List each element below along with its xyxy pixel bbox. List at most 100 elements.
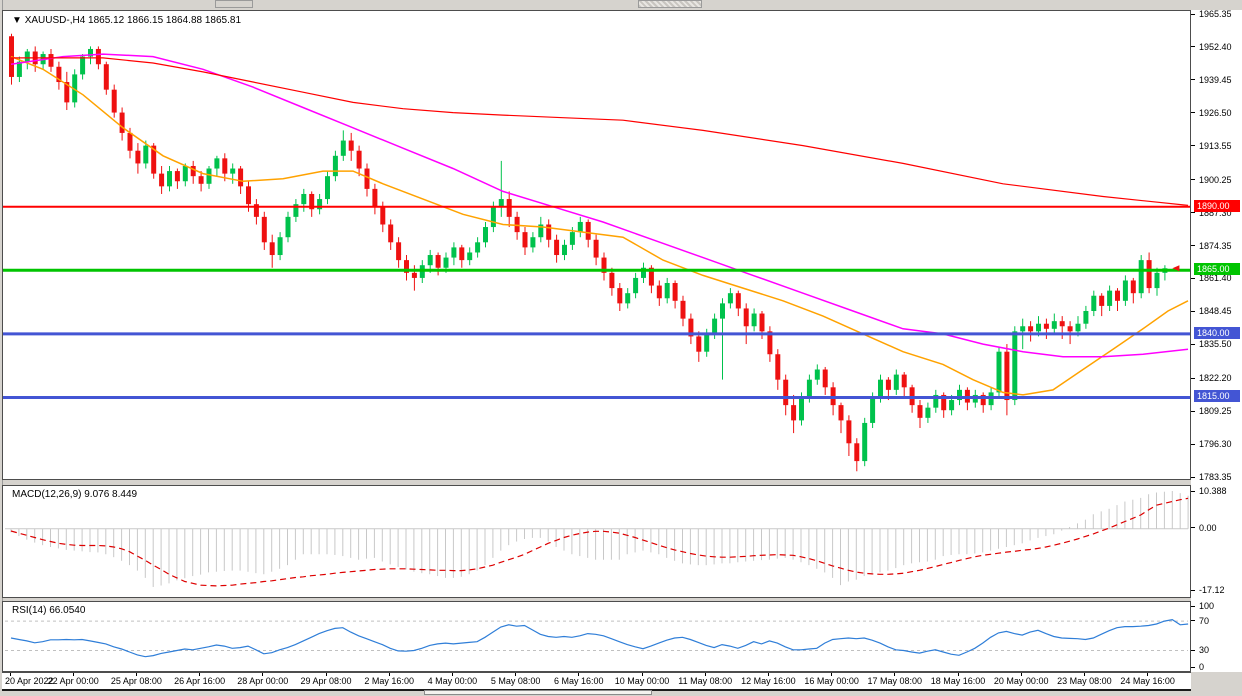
candle-bull bbox=[720, 303, 725, 319]
candle-bear bbox=[119, 112, 125, 133]
candle-bull bbox=[996, 351, 1002, 393]
time-axis[interactable]: 20 Apr 2022 22 Apr 00:00 25 Apr 08:00 26 Ap… bbox=[2, 672, 1191, 690]
ma-line-orange bbox=[10, 55, 1189, 396]
level-price-badge: 1840.00 bbox=[1194, 326, 1240, 339]
toolbar-fragment bbox=[215, 0, 253, 8]
time-axis-label: 11 May 08:00 bbox=[678, 676, 733, 686]
candle-bear bbox=[435, 255, 441, 268]
candle-bear bbox=[696, 336, 702, 352]
candle-bear bbox=[356, 150, 362, 169]
price-axis-label: 1796.30 bbox=[1199, 439, 1232, 450]
candle-bull bbox=[167, 171, 172, 187]
horizontal-scrollbar[interactable] bbox=[0, 689, 1242, 696]
toolbar-strip bbox=[0, 0, 1242, 10]
candle-bear bbox=[759, 313, 765, 332]
ohlc-high: 1866.15 bbox=[126, 15, 164, 26]
candle-bear bbox=[743, 308, 749, 327]
time-tick bbox=[199, 673, 200, 676]
macd-axis-label: 10.388 bbox=[1199, 486, 1227, 496]
time-axis-label: 4 May 00:00 bbox=[427, 676, 478, 686]
rsi-panel[interactable]: RSI(14) 66.0540 bbox=[2, 601, 1191, 672]
candle-bear bbox=[411, 272, 417, 278]
candle-bull bbox=[1122, 280, 1128, 301]
time-tick bbox=[452, 673, 453, 676]
time-axis-label: 10 May 00:00 bbox=[614, 676, 670, 686]
time-tick bbox=[958, 673, 959, 676]
candle-bear bbox=[846, 420, 852, 444]
candle-bull bbox=[483, 227, 488, 243]
price-tick bbox=[1191, 378, 1195, 379]
symbol-dropdown-icon[interactable]: ▼ bbox=[12, 15, 22, 26]
time-axis-label: 20 May 00:00 bbox=[993, 676, 1049, 686]
macd-panel[interactable]: MACD(12,26,9) 9.076 8.449 bbox=[2, 485, 1191, 598]
candle-bull bbox=[277, 237, 283, 256]
candle-bull bbox=[1091, 295, 1097, 311]
candle-bull bbox=[443, 257, 449, 268]
price-axis-label: 1952.40 bbox=[1199, 41, 1232, 52]
time-tick bbox=[515, 673, 516, 676]
candle-bull bbox=[1036, 323, 1041, 332]
candle-bear bbox=[151, 145, 157, 174]
candle-bear bbox=[364, 168, 370, 189]
candle-bull bbox=[925, 407, 931, 418]
candle-bull bbox=[664, 283, 670, 299]
candle-bull bbox=[1154, 272, 1160, 289]
candle-bull bbox=[16, 61, 22, 77]
candle-bear bbox=[688, 318, 694, 337]
price-tick bbox=[1191, 344, 1195, 345]
candle-bear bbox=[767, 331, 773, 355]
time-axis-label: 22 Apr 00:00 bbox=[47, 676, 99, 686]
candle-bull bbox=[293, 204, 299, 217]
candlestick-chart bbox=[3, 33, 1190, 472]
price-chart-panel[interactable]: ▼ XAUUSD-,H4 1865.12 1866.15 1864.88 186… bbox=[2, 10, 1191, 480]
candle-bear bbox=[854, 443, 860, 462]
candle-bear bbox=[404, 260, 409, 273]
price-tick bbox=[1191, 112, 1195, 113]
time-axis-label: 16 May 00:00 bbox=[804, 676, 859, 686]
candle-bear bbox=[135, 150, 141, 164]
candle-bull bbox=[80, 56, 86, 75]
candle-bear bbox=[127, 132, 133, 151]
candle-bull bbox=[633, 277, 639, 294]
candle-bear bbox=[222, 158, 228, 174]
candle-bull bbox=[301, 193, 307, 205]
toolbar-hatch-fragment bbox=[638, 0, 702, 8]
price-tick bbox=[1191, 212, 1195, 213]
candle-bull bbox=[562, 244, 567, 256]
symbol-header: ▼ XAUUSD-,H4 1865.12 1866.15 1864.88 186… bbox=[12, 15, 241, 26]
price-axis-label: 1900.25 bbox=[1199, 174, 1232, 185]
candle-bull bbox=[143, 145, 149, 164]
time-axis-label: 17 May 08:00 bbox=[867, 676, 923, 686]
price-tick bbox=[1191, 444, 1195, 445]
time-tick bbox=[10, 673, 11, 676]
candle-bull bbox=[451, 247, 457, 258]
candle-bull bbox=[206, 168, 212, 184]
candle-bear bbox=[261, 216, 267, 243]
time-axis-label: 23 May 08:00 bbox=[1057, 676, 1112, 686]
candle-bull bbox=[214, 158, 220, 169]
candle-bull bbox=[467, 252, 473, 261]
candle-bull bbox=[1138, 260, 1144, 294]
candle-bull bbox=[949, 400, 955, 411]
candle-bull bbox=[878, 379, 883, 398]
price-tick bbox=[1191, 411, 1195, 412]
rsi-axis-label: 70 bbox=[1199, 615, 1210, 626]
candle-bear bbox=[174, 171, 180, 182]
candle-bull bbox=[427, 255, 433, 266]
scrollbar-thumb[interactable] bbox=[424, 690, 652, 695]
ohlc-close: 1865.81 bbox=[204, 15, 242, 26]
macd-axis-label: -17.12 bbox=[1199, 585, 1225, 595]
candle-bear bbox=[901, 374, 907, 388]
price-axis-label: 1822.20 bbox=[1199, 373, 1232, 384]
ma-line-red bbox=[11, 57, 1189, 206]
last-price-marker bbox=[1172, 265, 1180, 272]
candle-bear bbox=[1099, 295, 1105, 306]
time-axis-label: 20 Apr 2022 bbox=[5, 676, 54, 686]
time-tick bbox=[831, 673, 832, 676]
candle-bear bbox=[656, 285, 662, 299]
price-axis[interactable]: 1965.35 1952.40 1939.45 1926.50 1913.55 1900.… bbox=[1191, 9, 1242, 672]
macd-axis-tick bbox=[1191, 590, 1195, 591]
time-tick bbox=[705, 673, 706, 676]
price-axis-label: 1848.45 bbox=[1199, 306, 1232, 317]
